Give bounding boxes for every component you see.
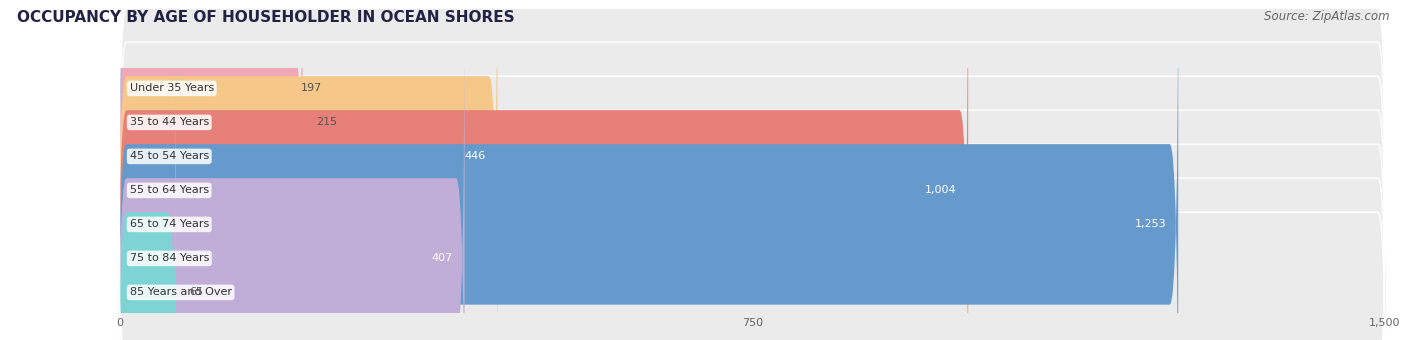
Text: 446: 446	[464, 151, 485, 162]
FancyBboxPatch shape	[118, 0, 464, 340]
FancyBboxPatch shape	[118, 33, 176, 340]
Text: 85 Years and Over: 85 Years and Over	[129, 287, 232, 298]
Text: 407: 407	[432, 253, 453, 264]
Text: 35 to 44 Years: 35 to 44 Years	[129, 117, 209, 128]
FancyBboxPatch shape	[118, 0, 498, 340]
FancyBboxPatch shape	[118, 0, 1178, 340]
FancyBboxPatch shape	[118, 0, 302, 340]
Text: Under 35 Years: Under 35 Years	[129, 83, 214, 94]
Text: 215: 215	[316, 117, 337, 128]
Text: 197: 197	[301, 83, 322, 94]
FancyBboxPatch shape	[118, 0, 1386, 340]
Text: 65: 65	[190, 287, 204, 298]
Text: Source: ZipAtlas.com: Source: ZipAtlas.com	[1264, 10, 1389, 23]
FancyBboxPatch shape	[118, 0, 1386, 340]
FancyBboxPatch shape	[118, 0, 287, 340]
Text: 1,004: 1,004	[925, 185, 956, 195]
Text: 55 to 64 Years: 55 to 64 Years	[129, 185, 208, 195]
Text: 75 to 84 Years: 75 to 84 Years	[129, 253, 209, 264]
FancyBboxPatch shape	[118, 33, 1386, 340]
FancyBboxPatch shape	[118, 0, 1386, 340]
FancyBboxPatch shape	[118, 0, 1386, 340]
Text: 65 to 74 Years: 65 to 74 Years	[129, 219, 209, 230]
FancyBboxPatch shape	[118, 0, 1386, 340]
Text: 1,253: 1,253	[1135, 219, 1167, 230]
Text: 45 to 54 Years: 45 to 54 Years	[129, 151, 209, 162]
FancyBboxPatch shape	[118, 0, 969, 340]
Text: OCCUPANCY BY AGE OF HOUSEHOLDER IN OCEAN SHORES: OCCUPANCY BY AGE OF HOUSEHOLDER IN OCEAN…	[17, 10, 515, 25]
FancyBboxPatch shape	[118, 0, 1386, 340]
